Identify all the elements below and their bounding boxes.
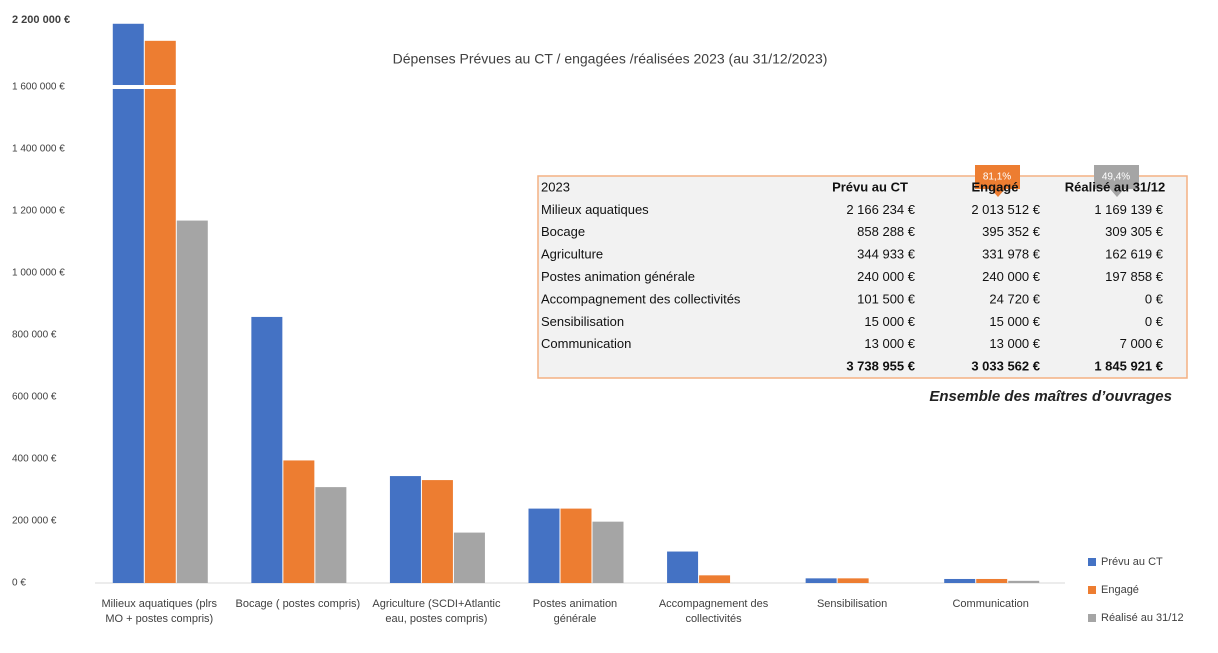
table-cell: 2 013 512 €: [971, 202, 1040, 217]
table-cell: 13 000 €: [989, 336, 1040, 351]
subtitle: Ensemble des maîtres d’ouvrages: [929, 388, 1172, 405]
table-cell: 858 288 €: [857, 224, 916, 239]
table-header: Prévu au CT: [832, 179, 908, 194]
legend-label: Engagé: [1101, 584, 1139, 596]
table-cell: 0 €: [1145, 291, 1164, 306]
table-header: 2023: [541, 179, 570, 194]
bar: [251, 316, 283, 583]
table-cell: Postes animation générale: [541, 269, 695, 284]
y-tick-label: 1 200 000 €: [12, 206, 65, 217]
table-cell: 101 500 €: [857, 291, 916, 306]
y-tick-label: 400 000 €: [12, 454, 57, 465]
table-cell: 15 000 €: [864, 314, 915, 329]
table-cell: 344 933 €: [857, 247, 916, 262]
bar: [699, 575, 731, 583]
bar: [144, 40, 176, 584]
table-cell: Agriculture: [541, 247, 603, 262]
x-tick-label: Sensibilisation: [816, 598, 888, 610]
table-cell: 240 000 €: [982, 269, 1041, 284]
bar: [112, 23, 144, 584]
table-cell: Milieux aquatiques: [541, 202, 649, 217]
bar: [1008, 580, 1040, 583]
y-tick-label: 1 000 000 €: [12, 268, 65, 279]
axis-break: [100, 85, 240, 89]
bar: [560, 508, 592, 583]
x-tick-label: Agriculture (SCDI+Atlantic eau, postes c…: [372, 598, 501, 625]
table-total: 1 845 921 €: [1094, 359, 1163, 374]
table-cell: 24 720 €: [989, 291, 1040, 306]
table-total: 3 738 955 €: [846, 359, 915, 374]
bar: [944, 578, 976, 583]
bar: [976, 578, 1008, 583]
table-cell: Communication: [541, 336, 631, 351]
table-cell: 197 858 €: [1105, 269, 1164, 284]
bar: [837, 578, 869, 583]
x-tick-label: Milieux aquatiques (plrs MO + postes com…: [101, 598, 218, 625]
table-cell: 7 000 €: [1120, 336, 1164, 351]
table-cell: 331 978 €: [982, 247, 1041, 262]
legend-swatch: [1088, 558, 1096, 566]
legend-label: Réalisé au 31/12: [1101, 612, 1184, 624]
callout-pointer: [991, 189, 1005, 197]
x-tick-label: Accompagnement des collectivités: [658, 598, 769, 625]
bar: [176, 220, 208, 584]
bar: [315, 487, 347, 583]
annotation: 81,1%: [983, 172, 1011, 183]
table-cell: Accompagnement des collectivités: [541, 291, 741, 306]
table-cell: 162 619 €: [1105, 247, 1164, 262]
bar: [667, 551, 699, 583]
bar: [528, 508, 560, 583]
bar: [283, 460, 315, 583]
y-tick-label: 800 000 €: [12, 330, 57, 341]
bar: [453, 532, 485, 583]
x-tick-label: Communication: [952, 598, 1029, 610]
table-total: 3 033 562 €: [971, 359, 1040, 374]
legend-swatch: [1088, 614, 1096, 622]
callout: [975, 165, 1020, 189]
table-header: Engagé: [972, 179, 1019, 194]
table-cell: 0 €: [1145, 314, 1164, 329]
table-cell: Bocage: [541, 224, 585, 239]
table-cell: 2 166 234 €: [846, 202, 915, 217]
y-tick-label: 200 000 €: [12, 516, 57, 527]
legend-label: Prévu au CT: [1101, 556, 1163, 568]
bar: [389, 476, 421, 583]
bar: [421, 480, 453, 583]
table-box: [537, 175, 1188, 379]
y-tick-label: 1 400 000 €: [12, 144, 65, 155]
table-cell: 1 169 139 €: [1094, 202, 1163, 217]
callout: [1094, 165, 1139, 189]
callout-pointer: [1110, 189, 1124, 197]
table-cell: 395 352 €: [982, 224, 1041, 239]
x-tick-label: Postes animation générale: [532, 598, 618, 625]
table-cell: 240 000 €: [857, 269, 916, 284]
bar: [592, 521, 624, 583]
x-tick-label: Bocage ( postes compris): [235, 598, 361, 610]
chart-title: Dépenses Prévues au CT / engagées /réali…: [393, 51, 828, 67]
legend-swatch: [1088, 586, 1096, 594]
annotation: 49,4%: [1102, 172, 1130, 183]
bar: [805, 578, 837, 583]
table-cell: 309 305 €: [1105, 224, 1164, 239]
y-tick-label: 2 200 000 €: [12, 14, 70, 26]
table-header: Réalisé au 31/12: [1065, 179, 1165, 194]
table-cell: 13 000 €: [864, 336, 915, 351]
table-cell: 15 000 €: [989, 314, 1040, 329]
y-tick-label: 0 €: [12, 578, 26, 589]
table-cell: Sensibilisation: [541, 314, 624, 329]
y-tick-label: 600 000 €: [12, 392, 57, 403]
y-tick-label: 1 600 000 €: [12, 82, 65, 93]
